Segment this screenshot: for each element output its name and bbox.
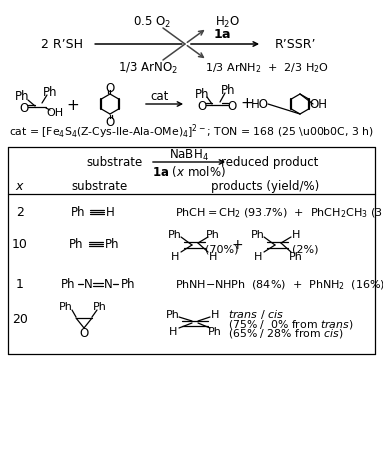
Text: $\mathbf{1a}$ ($x$ mol%): $\mathbf{1a}$ ($x$ mol%) — [152, 164, 226, 179]
Text: Ph: Ph — [206, 230, 220, 239]
Text: H: H — [106, 206, 115, 219]
Text: H: H — [292, 230, 300, 239]
Text: substrate: substrate — [72, 180, 128, 193]
Text: Ph: Ph — [105, 238, 119, 251]
Text: cat = [Fe$_4$S$_4$(Z-Cys-Ile-Ala-OMe)$_4]^{2-}$; TON = 168 (25 \u00b0C, 3 h): cat = [Fe$_4$S$_4$(Z-Cys-Ile-Ala-OMe)$_4… — [8, 122, 373, 141]
Text: (75% /  0% from $\mathit{trans}$): (75% / 0% from $\mathit{trans}$) — [228, 318, 354, 331]
Text: products (yield/%): products (yield/%) — [211, 180, 319, 193]
Text: PhNH$-$NHPh  (84%)  +  PhNH$_2$  (16%): PhNH$-$NHPh (84%) + PhNH$_2$ (16%) — [175, 277, 383, 291]
Text: Ph: Ph — [221, 83, 235, 96]
Text: 1/3 ArNH$_2$  +  2/3 H$_2$O: 1/3 ArNH$_2$ + 2/3 H$_2$O — [205, 61, 329, 75]
Text: Ph: Ph — [59, 301, 73, 311]
Text: Ph: Ph — [71, 206, 85, 219]
Text: O: O — [197, 99, 206, 112]
Text: NaBH$_4$: NaBH$_4$ — [169, 147, 209, 162]
Text: substrate: substrate — [87, 156, 143, 169]
Text: Ph: Ph — [208, 326, 222, 336]
Text: O: O — [20, 101, 29, 114]
Text: Ph: Ph — [166, 309, 180, 319]
Text: R’SSR’: R’SSR’ — [274, 38, 316, 51]
Text: reduced product: reduced product — [221, 156, 319, 169]
Text: OH: OH — [309, 98, 327, 111]
Text: 10: 10 — [12, 238, 28, 251]
Text: Ph: Ph — [93, 301, 107, 311]
Text: (70%): (70%) — [205, 244, 239, 254]
Text: O: O — [105, 115, 115, 128]
Text: Ph: Ph — [121, 278, 135, 291]
Text: Ph: Ph — [69, 238, 83, 251]
Text: O: O — [105, 81, 115, 94]
Text: H: H — [171, 252, 179, 262]
Text: cat: cat — [151, 89, 169, 102]
Text: N: N — [104, 278, 112, 291]
Text: $\mathbf{1a}$: $\mathbf{1a}$ — [213, 28, 231, 41]
Text: H: H — [211, 309, 219, 319]
Text: 1/3 ArNO$_2$: 1/3 ArNO$_2$ — [118, 60, 178, 75]
Text: (65% / 28% from $\mathit{cis}$): (65% / 28% from $\mathit{cis}$) — [228, 327, 344, 340]
Text: O: O — [79, 327, 88, 340]
Text: Ph: Ph — [195, 87, 209, 100]
Text: +: + — [231, 238, 243, 252]
Text: Ph: Ph — [61, 278, 75, 291]
Text: O: O — [228, 99, 237, 112]
Text: Ph: Ph — [251, 230, 265, 239]
Text: 2: 2 — [16, 206, 24, 219]
Text: $\mathit{trans}$ / $\mathit{cis}$: $\mathit{trans}$ / $\mathit{cis}$ — [228, 308, 284, 321]
Text: $x$: $x$ — [15, 180, 25, 193]
Text: OH: OH — [46, 108, 64, 118]
Text: Ph: Ph — [15, 90, 29, 103]
Text: +: + — [67, 97, 79, 112]
Text: 0.5 O$_2$: 0.5 O$_2$ — [133, 14, 171, 29]
Text: Ph: Ph — [289, 252, 303, 262]
Text: N: N — [83, 278, 92, 291]
Text: 1: 1 — [16, 278, 24, 291]
Text: HO: HO — [251, 98, 269, 111]
Text: 20: 20 — [12, 313, 28, 326]
Text: +: + — [241, 95, 254, 110]
Text: H: H — [254, 252, 262, 262]
Text: 2 R’SH: 2 R’SH — [41, 38, 83, 51]
Text: Ph: Ph — [168, 230, 182, 239]
Text: Ph: Ph — [43, 85, 57, 98]
Text: H: H — [169, 326, 177, 336]
Text: (2%): (2%) — [292, 244, 318, 254]
Text: H$_2$O: H$_2$O — [215, 14, 241, 29]
Text: H: H — [209, 252, 217, 262]
Text: PhCH$=$CH$_2$ (93.7%)  +  PhCH$_2$CH$_3$ (3.4%): PhCH$=$CH$_2$ (93.7%) + PhCH$_2$CH$_3$ (… — [175, 206, 383, 219]
